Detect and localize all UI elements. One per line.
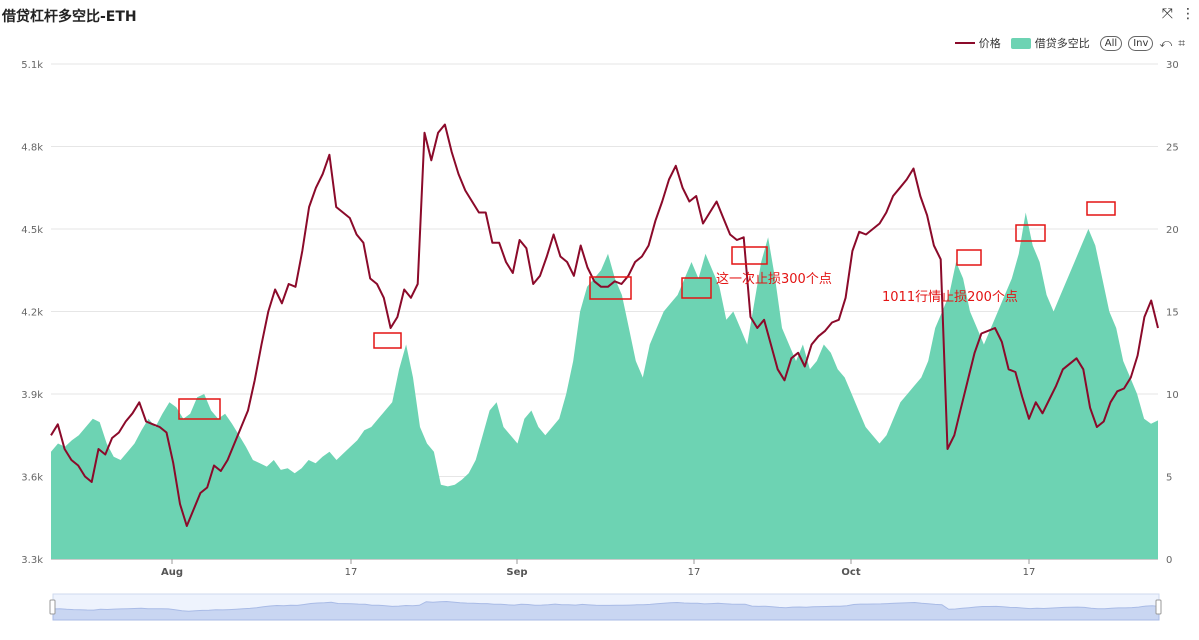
ratio-area <box>51 212 1158 559</box>
highlight-box-2 <box>589 276 632 300</box>
legend: 价格 借贷多空比 All Inv ⤺ ⌗ <box>954 35 1185 51</box>
highlight-box-0 <box>178 398 221 420</box>
chart-title: 借贷杠杆多空比-ETH <box>2 9 137 25</box>
y-right-tick-3: 15 <box>1166 308 1179 319</box>
all-button[interactable]: All <box>1099 35 1123 51</box>
more-vertical-icon[interactable]: ⋮ <box>1181 6 1195 22</box>
x-tick-4: Oct <box>841 567 860 578</box>
y-left-tick-5: 4.8k <box>21 143 43 154</box>
highlight-box-7 <box>1086 201 1116 216</box>
fullscreen-icon[interactable]: ⤧ <box>1161 6 1173 22</box>
zoom-preview <box>52 600 1160 621</box>
legend-label-ratio: 借贷多空比 <box>1034 37 1090 50</box>
x-tick-5: 17 <box>1023 567 1036 578</box>
y-left-tick-1: 3.6k <box>21 473 43 484</box>
price-line-series <box>50 123 1159 527</box>
y-left-tick-3: 4.2k <box>21 308 43 319</box>
price-swatch <box>954 42 975 44</box>
zoom-handle-right <box>1155 599 1162 615</box>
annotation-stop-loss-300: 这一次止损300个点 <box>716 271 832 287</box>
inv-button[interactable]: Inv <box>1128 35 1154 51</box>
ratio-area-series <box>51 212 1158 559</box>
restore-icon[interactable]: ⤺ <box>1159 35 1173 50</box>
x-tick-3: 17 <box>688 567 701 578</box>
highlight-box-5 <box>956 249 982 266</box>
y-left-tick-4: 4.5k <box>21 225 43 236</box>
y-right-tick-0: 0 <box>1166 555 1172 566</box>
x-axis: Aug 17 Sep 17 Oct 17 <box>161 559 1035 578</box>
y-left-tick-0: 3.3k <box>21 555 43 566</box>
highlight-box-1 <box>373 332 402 349</box>
zoom-slider[interactable] <box>49 593 1162 621</box>
highlight-box-3 <box>681 277 712 299</box>
crop-icon[interactable]: ⌗ <box>1178 35 1185 50</box>
x-tick-2: Sep <box>506 567 527 578</box>
zoom-handle-left <box>49 599 56 615</box>
y-right-tick-5: 25 <box>1166 143 1179 154</box>
highlight-boxes <box>178 201 1116 420</box>
y-axis-right: 0 5 10 15 20 25 30 <box>1166 60 1179 566</box>
y-left-tick-6: 5.1k <box>21 60 43 71</box>
y-right-tick-4: 20 <box>1166 225 1179 236</box>
legend-item-price[interactable]: 价格 <box>954 35 1001 51</box>
price-line <box>50 123 1159 527</box>
y-right-tick-1: 5 <box>1166 473 1172 484</box>
legend-item-ratio[interactable]: 借贷多空比 <box>1010 35 1090 51</box>
y-axis-left: 3.3k 3.6k 3.9k 4.2k 4.5k 4.8k 5.1k <box>21 60 43 566</box>
y-left-tick-2: 3.9k <box>21 390 43 401</box>
x-tick-1: 17 <box>345 567 358 578</box>
annotation-stop-loss-200: 1011行情止损200个点 <box>882 290 1018 305</box>
highlight-box-4 <box>731 246 768 265</box>
x-tick-0: Aug <box>161 567 183 578</box>
y-right-tick-2: 10 <box>1166 390 1179 401</box>
legend-label-price: 价格 <box>978 37 1001 50</box>
ratio-swatch <box>1010 37 1031 49</box>
y-right-tick-6: 30 <box>1166 60 1179 71</box>
window-actions: ⤧ ⋮ <box>1162 6 1195 22</box>
highlight-box-6 <box>1015 224 1046 242</box>
